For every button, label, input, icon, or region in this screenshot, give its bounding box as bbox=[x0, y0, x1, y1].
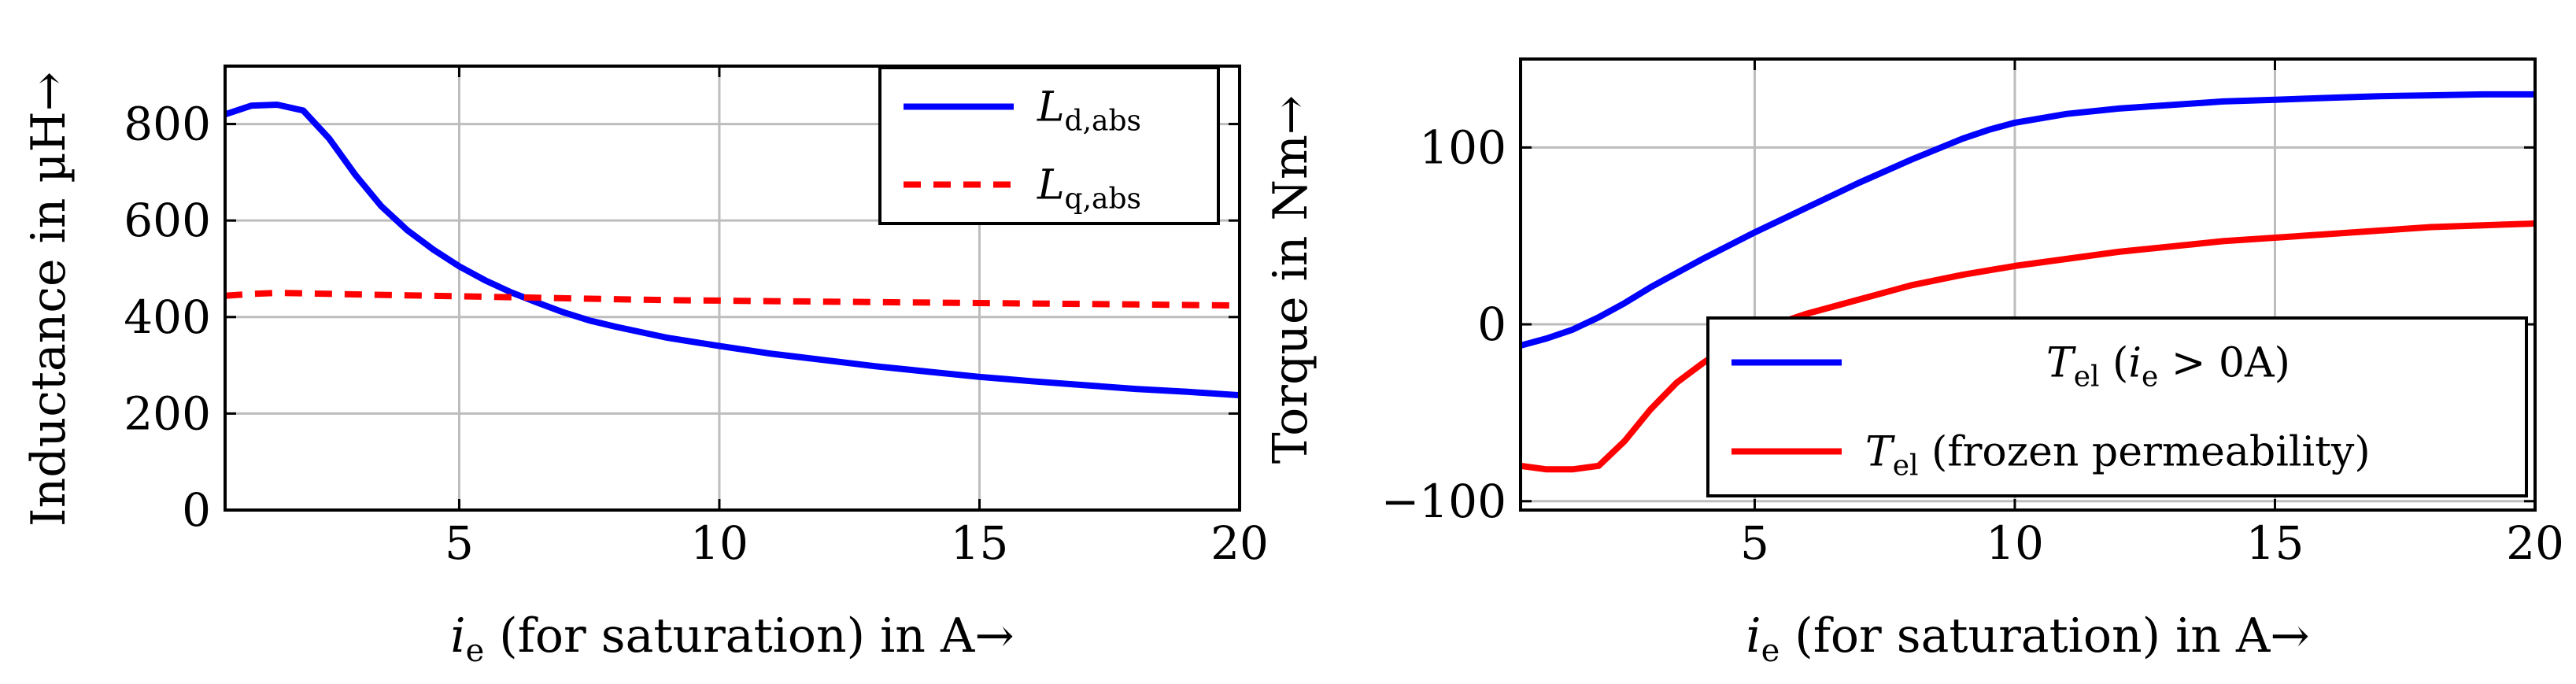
legend: Ld,abs Lq,abs bbox=[878, 66, 1220, 225]
y-tick-label: 0 bbox=[182, 483, 211, 537]
y-tick-label: −100 bbox=[1381, 475, 1506, 528]
x-tick-label: 20 bbox=[1210, 516, 1269, 570]
x-tick-label: 10 bbox=[1986, 516, 2044, 570]
legend-label: Tel (ie > 0A) bbox=[2046, 340, 2290, 394]
x-tick-label: 20 bbox=[2506, 516, 2564, 570]
legend-box bbox=[878, 66, 1220, 225]
y-axis-label: Inductance in µH→ bbox=[21, 72, 76, 527]
x-tick-label: 5 bbox=[1740, 516, 1769, 570]
x-tick-label: 15 bbox=[2246, 516, 2304, 570]
legend-box bbox=[1706, 316, 2528, 497]
y-tick-label: 200 bbox=[124, 386, 211, 440]
x-axis-label: ie (for saturation) in A→ bbox=[1746, 608, 2309, 669]
legend-label: Tel (frozen permeability) bbox=[1865, 429, 2371, 482]
plot-frame bbox=[1519, 57, 2537, 512]
y-tick-label: 0 bbox=[1477, 298, 1506, 351]
x-tick-label: 15 bbox=[951, 516, 1009, 570]
y-tick-label: 400 bbox=[124, 290, 211, 344]
chart-2: 5 10 15 20 −100 0 100 ie (for saturation) in A→… bbox=[1263, 57, 2564, 669]
series-line-l-q-abs bbox=[225, 290, 1240, 309]
series-line-t-el-frozen-permeability- bbox=[1521, 220, 2535, 473]
y-axis-label: Torque in Nm→ bbox=[1263, 95, 1318, 464]
y-tick-label: 600 bbox=[124, 194, 211, 247]
plot-frame bbox=[224, 65, 1241, 512]
legend-label: Lq,abs bbox=[1037, 162, 1141, 216]
series-line-t-el-i-e-0a- bbox=[1521, 91, 2535, 349]
y-tick-label: 800 bbox=[124, 98, 211, 151]
x-axis-label: ie (for saturation) in A→ bbox=[450, 608, 1014, 669]
series-line-l-d-abs bbox=[225, 102, 1240, 399]
y-tick-label: 100 bbox=[1419, 120, 1506, 174]
legend: Tel (ie > 0A) Tel (frozen permeability) bbox=[1706, 316, 2528, 497]
x-tick-label: 10 bbox=[690, 516, 748, 570]
x-tick-label: 5 bbox=[445, 516, 474, 570]
legend-label: Ld,abs bbox=[1037, 84, 1141, 138]
